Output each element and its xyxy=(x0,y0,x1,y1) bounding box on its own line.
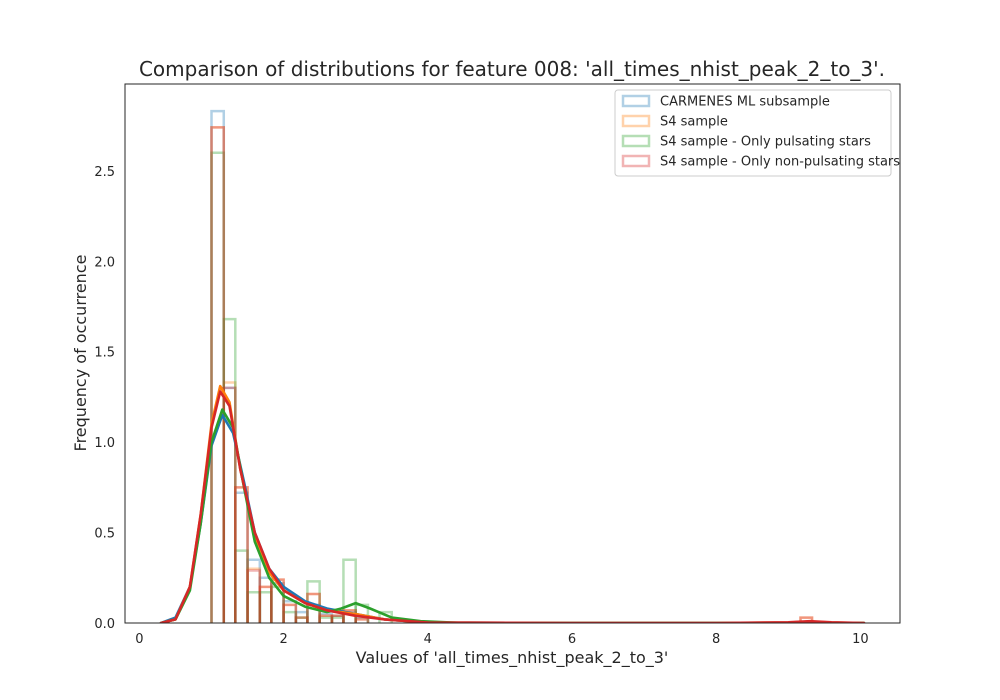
y-axis-label: Frequency of occurrence xyxy=(71,255,90,452)
histogram-bar xyxy=(222,386,237,623)
histogram-bar xyxy=(246,567,262,623)
x-tick-label: 4 xyxy=(424,632,432,647)
chart-title: Comparison of distributions for feature … xyxy=(139,57,885,81)
histogram-bar xyxy=(210,126,226,623)
x-tick-label: 10 xyxy=(852,632,869,647)
histogram-series-1 xyxy=(210,126,814,623)
histogram-bar xyxy=(222,386,237,623)
histogram-bar xyxy=(234,491,249,623)
histogram-bar xyxy=(222,381,237,623)
plot-area xyxy=(159,109,866,623)
y-axis: 0.0 0.5 1.0 1.5 2.0 2.5 xyxy=(94,165,115,632)
y-tick-label: 0.5 xyxy=(94,527,115,542)
histogram-bar xyxy=(330,614,345,623)
kde-line-series-3 xyxy=(159,390,866,623)
histogram-bar xyxy=(234,549,249,623)
histogram-bar xyxy=(282,610,298,623)
histogram-bar xyxy=(258,576,273,623)
y-tick-label: 2.0 xyxy=(94,255,115,270)
histogram-bar xyxy=(210,109,226,623)
histogram-bar xyxy=(282,603,298,623)
x-axis: 0 2 4 6 8 10 xyxy=(135,632,868,647)
legend-swatch xyxy=(621,94,651,108)
y-tick-label: 0.0 xyxy=(94,617,115,632)
histogram-bar xyxy=(222,317,237,623)
kde-line-series-2 xyxy=(159,408,866,623)
legend-entry-label: S4 sample - Only non-pulsating stars xyxy=(660,155,900,170)
x-tick-label: 0 xyxy=(135,632,143,647)
histogram-bar xyxy=(246,591,262,623)
histogram-bar xyxy=(330,614,345,623)
histogram-bar xyxy=(282,603,298,623)
histogram-bar xyxy=(318,614,334,623)
histogram-bar xyxy=(294,616,309,623)
histogram-bar xyxy=(354,618,370,623)
plot-frame xyxy=(124,83,901,624)
histogram-bar xyxy=(318,614,334,623)
histogram-bar xyxy=(210,126,226,623)
histogram-bar xyxy=(318,612,334,623)
x-tick-label: 2 xyxy=(279,632,287,647)
histogram-bar xyxy=(246,569,262,623)
legend-entry-label: S4 sample - Only pulsating stars xyxy=(660,135,871,150)
legend-swatch xyxy=(621,114,651,128)
histogram-bar xyxy=(294,610,309,623)
y-tick-label: 1.0 xyxy=(94,436,115,451)
histogram-bar xyxy=(354,618,370,623)
histogram-bar xyxy=(258,591,273,623)
histogram-bar xyxy=(342,558,357,623)
histogram-series-3 xyxy=(210,126,814,623)
histogram-bar xyxy=(330,614,345,623)
x-tick-label: 6 xyxy=(568,632,576,647)
histogram-bar xyxy=(258,585,273,623)
histogram-bar xyxy=(258,585,273,623)
y-tick-label: 2.5 xyxy=(94,165,115,180)
histogram-bar xyxy=(234,486,249,623)
histogram-bar xyxy=(330,616,345,623)
x-axis-label: Values of 'all_times_nhist_peak_2_to_3' xyxy=(356,648,669,668)
histogram-bar xyxy=(210,151,226,623)
histogram-bar xyxy=(234,486,249,623)
histogram-bar xyxy=(318,616,334,623)
legend: CARMENES ML subsample S4 sample S4 sample … xyxy=(614,89,900,177)
x-tick-label: 8 xyxy=(712,632,720,647)
legend-box xyxy=(614,89,892,177)
histogram-bar xyxy=(246,558,262,623)
histogram-bar xyxy=(294,616,309,623)
y-tick-label: 1.5 xyxy=(94,346,115,361)
legend-entry-label: CARMENES ML subsample xyxy=(660,95,830,110)
histogram-series-2 xyxy=(210,151,393,623)
legend-swatch xyxy=(621,134,651,148)
histogram-bar xyxy=(294,616,309,623)
legend-swatch xyxy=(621,154,651,168)
histogram-bar xyxy=(282,600,298,623)
legend-entry-label: S4 sample xyxy=(660,115,728,130)
